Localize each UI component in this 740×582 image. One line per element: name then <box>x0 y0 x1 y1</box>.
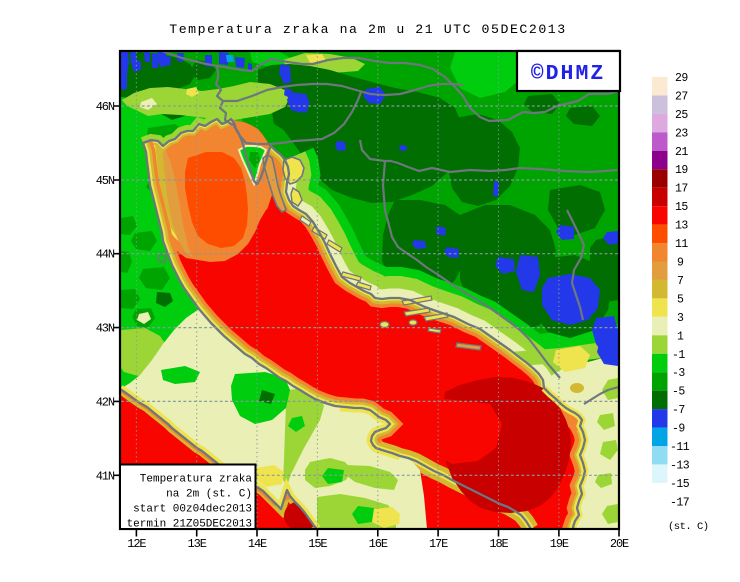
svg-text:17: 17 <box>675 183 688 196</box>
svg-text:-9: -9 <box>672 423 685 436</box>
svg-text:25: 25 <box>675 109 688 122</box>
svg-text:13: 13 <box>675 220 688 233</box>
svg-text:-15: -15 <box>670 478 690 491</box>
svg-text:-11: -11 <box>670 441 690 454</box>
svg-text:7: 7 <box>677 275 683 288</box>
svg-text:20E: 20E <box>610 537 629 551</box>
svg-text:3: 3 <box>677 312 684 325</box>
svg-text:start 00z04dec2013: start 00z04dec2013 <box>133 504 252 516</box>
svg-text:-3: -3 <box>672 367 685 380</box>
svg-text:21: 21 <box>675 146 688 159</box>
svg-text:18E: 18E <box>489 537 508 551</box>
svg-text:19: 19 <box>675 164 688 177</box>
svg-text:15E: 15E <box>308 537 327 551</box>
svg-text:Temperatura zraka na 2m u 21 U: Temperatura zraka na 2m u 21 UTC 05DEC20… <box>169 22 566 37</box>
svg-text:11: 11 <box>675 238 688 251</box>
svg-text:-17: -17 <box>670 496 689 509</box>
svg-text:-13: -13 <box>670 459 690 472</box>
svg-text:(st. C): (st. C) <box>668 521 709 533</box>
svg-text:14E: 14E <box>248 537 267 551</box>
svg-text:Temperatura zraka: Temperatura zraka <box>140 474 253 486</box>
svg-text:44N: 44N <box>96 248 115 262</box>
svg-text:42N: 42N <box>96 395 115 409</box>
svg-text:29: 29 <box>675 72 688 85</box>
svg-text:1: 1 <box>677 330 684 343</box>
svg-text:termin 21Z05DEC2013: termin 21Z05DEC2013 <box>127 519 252 531</box>
svg-text:23: 23 <box>675 127 688 140</box>
svg-text:41N: 41N <box>96 469 115 483</box>
svg-text:16E: 16E <box>369 537 388 551</box>
svg-text:19E: 19E <box>550 537 569 551</box>
svg-text:15: 15 <box>675 201 688 214</box>
svg-text:9: 9 <box>677 257 684 270</box>
svg-text:5: 5 <box>677 293 684 306</box>
svg-text:27: 27 <box>675 91 688 104</box>
svg-text:46N: 46N <box>96 100 115 114</box>
svg-text:©DHMZ: ©DHMZ <box>531 61 606 86</box>
svg-text:13E: 13E <box>188 537 207 551</box>
svg-text:na 2m (st. C): na 2m (st. C) <box>166 489 252 501</box>
svg-text:43N: 43N <box>96 322 115 336</box>
svg-text:-5: -5 <box>672 386 685 399</box>
svg-text:-7: -7 <box>672 404 685 417</box>
svg-text:17E: 17E <box>429 537 448 551</box>
svg-text:12E: 12E <box>127 537 146 551</box>
svg-text:-1: -1 <box>672 349 685 362</box>
svg-text:45N: 45N <box>96 174 115 188</box>
